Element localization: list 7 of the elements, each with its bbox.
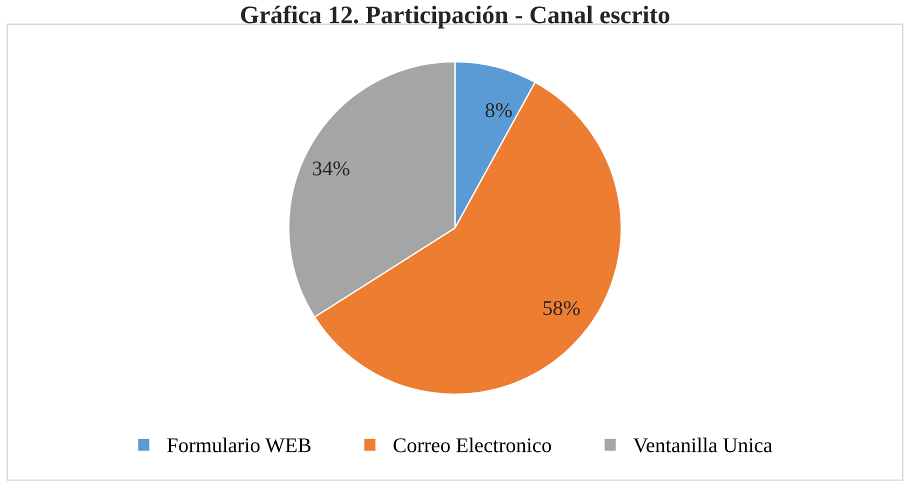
legend-label: Ventanilla Unica bbox=[633, 438, 772, 452]
data-label: 8% bbox=[486, 103, 512, 118]
legend-label: Correo Electronico bbox=[394, 438, 552, 452]
data-label: 34% bbox=[312, 161, 350, 176]
chart-title: Gráfica 12. Participación - Canal escrito bbox=[240, 6, 670, 28]
data-label: 58% bbox=[543, 301, 580, 316]
legend-label: Formulario WEB bbox=[167, 438, 311, 452]
